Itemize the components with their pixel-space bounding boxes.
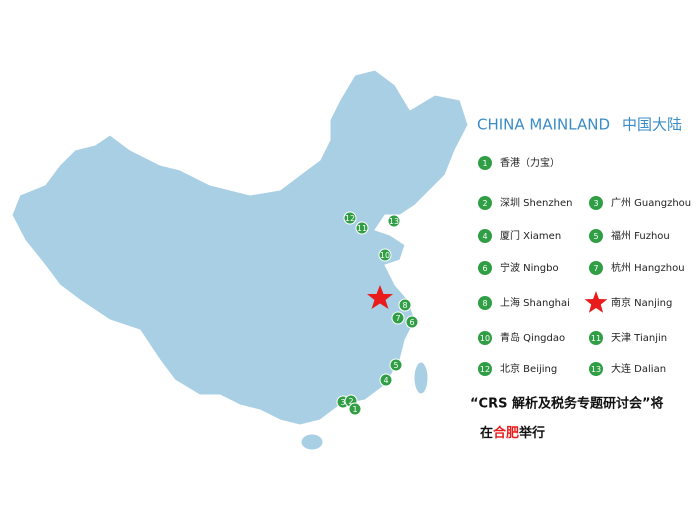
map-marker [378,248,392,262]
legend-number: 5 [593,232,598,241]
legend-number: 4 [482,232,487,241]
mainland-shape [11,69,469,426]
legend-label: 香港（力宝） [500,156,560,169]
note-line2: 在合肥举行 [480,425,545,441]
hainan-shape [300,433,324,451]
legend-label: 上海 Shanghai [500,296,570,309]
note-highlight: 合肥 [493,425,519,441]
legend-marker [589,331,603,345]
map-marker-number: 11 [357,224,367,233]
legend-star [584,291,608,313]
legend-marker [589,229,603,243]
map-marker [387,214,401,228]
legend-label: 厦门 Xiamen [500,229,561,242]
nanjing-star [367,285,393,309]
map-marker [405,315,419,329]
legend-number: 6 [482,264,487,273]
map-marker [398,298,412,312]
map-marker-number: 7 [395,314,400,323]
note-suffix: 举行 [518,425,545,441]
legend-marker [589,261,603,275]
legend-marker [478,196,492,210]
legend-label: 福州 Fuzhou [611,229,670,242]
legend-number: 12 [480,365,490,374]
map-marker-number: 1 [352,405,357,414]
map-marker [355,221,369,235]
legend-label: 杭州 Hangzhou [611,261,685,274]
legend-label: 天津 Tianjin [611,332,667,344]
legend-marker [478,261,492,275]
legend-label: 大连 Dalian [611,362,666,375]
title-zh: 中国大陆 [622,116,682,134]
legend-marker [478,229,492,243]
map-marker [391,311,405,325]
legend-number: 7 [593,264,598,273]
legend-label: 南京 Nanjing [611,296,672,309]
china-map [11,69,469,451]
legend-number: 3 [593,199,598,208]
legend-label: 广州 Guangzhou [611,197,691,209]
legend-marker [589,362,603,376]
legend-marker [478,156,492,170]
map-marker-number: 6 [409,318,414,327]
legend-marker [478,362,492,376]
legend-marker [589,196,603,210]
map-marker [379,373,393,387]
legend-label: 青岛 Qingdao [500,331,565,344]
map-marker-number: 3 [340,398,345,407]
note-prefix: 在 [480,425,493,441]
title-en: CHINA MAINLAND [477,116,610,134]
map-marker-number: 8 [402,301,407,310]
taiwan-shape [413,361,429,395]
legend-number: 10 [480,334,490,343]
legend-marker [478,331,492,345]
map-marker-number: 13 [389,217,399,226]
map-marker-number: 5 [393,361,398,370]
map-marker [343,211,357,225]
map-marker [389,358,403,372]
legend-number: 11 [591,334,601,343]
legend-label: 深圳 Shenzhen [500,197,572,209]
legend-number: 1 [482,159,487,168]
map-marker-number: 4 [383,376,388,385]
note-line1: “CRS 解析及税务专题研讨会”将 [470,396,664,412]
legend-label: 宁波 Ningbo [500,261,559,274]
legend-number: 13 [591,365,601,374]
legend-number: 2 [482,199,487,208]
legend-number: 8 [482,299,487,308]
map-marker-number: 10 [380,251,390,260]
map-marker-number: 2 [348,397,353,406]
legend-marker [478,296,492,310]
legend-label: 北京 Beijing [500,362,557,375]
map-marker [348,402,362,416]
map-marker-number: 12 [345,214,355,223]
